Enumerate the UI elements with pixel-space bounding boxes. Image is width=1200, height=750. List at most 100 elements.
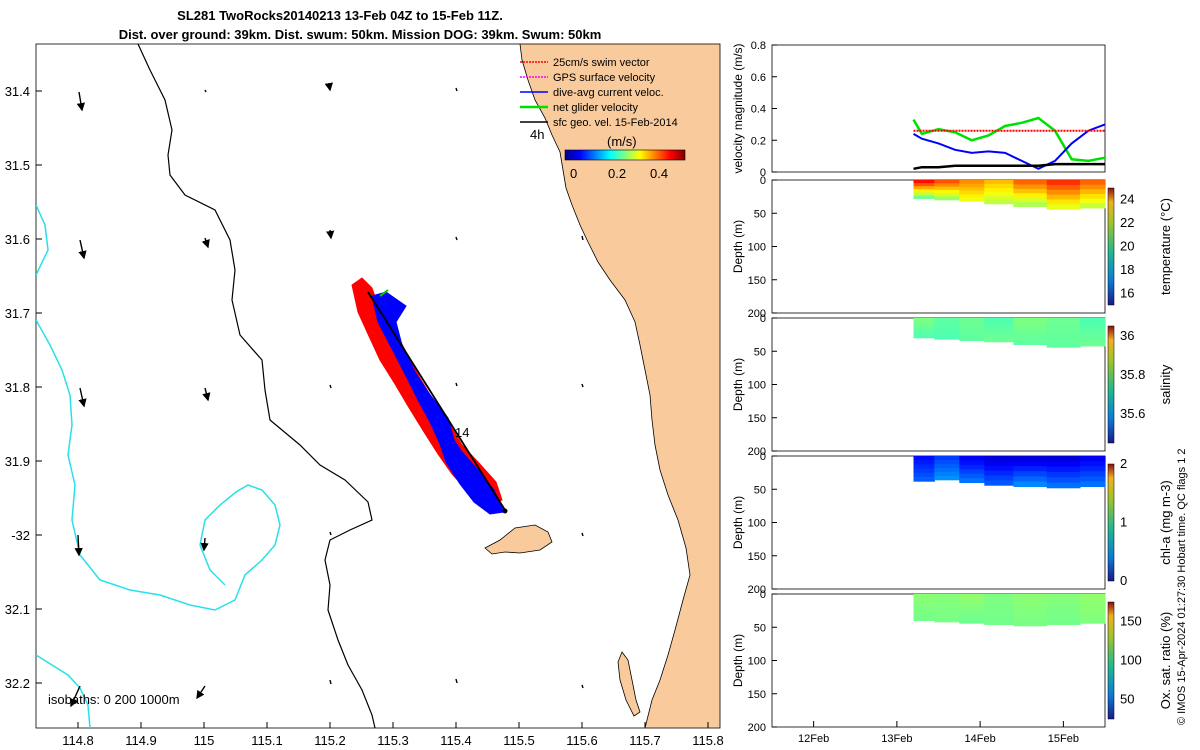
section-cell [1080, 194, 1106, 200]
section-cell [1046, 318, 1081, 324]
section-cell [984, 180, 1014, 185]
colorbar-tick-label: 50 [1120, 692, 1134, 707]
section-cell [984, 318, 1014, 323]
section-cell [913, 334, 935, 339]
section-cell [1046, 594, 1081, 600]
section-cell [1080, 618, 1106, 624]
section-cell [934, 468, 960, 473]
geo-arrow [70, 685, 81, 708]
section-cell [1013, 188, 1048, 194]
legend-label-swim: 25cm/s swim vector [553, 57, 650, 69]
lat-tick-label: -32 [11, 528, 30, 543]
island-garden [617, 651, 641, 717]
geo-arrow [329, 384, 332, 389]
coastline-land [519, 44, 720, 728]
section-cell [1013, 604, 1048, 611]
section-cell [1046, 604, 1081, 610]
velocity-panel: 0 0.2 0.4 0.6 0.8 velocity magnitude (m/s) [731, 40, 1106, 179]
section-cell [984, 460, 1014, 467]
time-tick-label: 13Feb [881, 733, 912, 745]
section-cell [959, 473, 985, 479]
velocity-frame [771, 44, 1106, 173]
section-cell [1013, 202, 1048, 207]
depth-ylabel: Depth (m) [731, 496, 745, 549]
section-cell [1013, 193, 1048, 199]
depth-tick-label: 50 [754, 484, 766, 496]
lon-tick-label: 115 [194, 733, 215, 748]
colorbar-tick-label: 2 [1120, 456, 1127, 471]
section-cell [1080, 322, 1106, 328]
legend-label-gps: GPS surface velocity [553, 72, 656, 84]
geo-arrow [196, 685, 206, 700]
section-cell [984, 196, 1014, 201]
colorbar-tick-label: 24 [1120, 192, 1134, 207]
depth-tick-label: 50 [754, 622, 766, 634]
section-cell [913, 331, 935, 335]
colorbar-tick-label: 1 [1120, 515, 1127, 530]
section-panel-4: 0 50 100 150 200 Depth (m) 50 100 150 Ox. sat. ra… [731, 589, 1173, 734]
colorbar-unit: (m/s) [607, 134, 637, 149]
section-cell [934, 598, 960, 604]
section-cell [984, 184, 1014, 189]
colorbar-tick-label: 35.8 [1120, 367, 1145, 382]
section-cell [984, 614, 1014, 620]
geo-arrow [455, 87, 458, 92]
velocity-ytick-label: 0.8 [751, 40, 766, 52]
section-cell [1046, 482, 1081, 489]
velocity-series-line [913, 123, 1106, 170]
section-cell [984, 594, 1014, 600]
depth-tick-label: 150 [748, 275, 766, 287]
lat-tick-label: 31.4 [5, 84, 30, 99]
depth-tick-label: 150 [748, 689, 766, 701]
section-cell [1013, 322, 1048, 328]
lon-tick-label: 115.4 [440, 733, 472, 748]
section-cell [959, 464, 985, 470]
section-cell [913, 328, 935, 332]
section-cell [984, 475, 1014, 481]
section-cell [913, 192, 935, 196]
depth-tick-label: 100 [748, 656, 766, 668]
section-cell [1013, 326, 1048, 332]
section-cell [984, 609, 1014, 615]
section-cell [934, 186, 960, 191]
depth-tick-label: 50 [754, 208, 766, 220]
geo-arrow [201, 237, 210, 249]
section-cell [1080, 189, 1106, 195]
colorbar-tick-label: 18 [1120, 262, 1134, 277]
section-cell [913, 598, 935, 604]
section-cell [1046, 184, 1081, 191]
section-cell [1013, 461, 1048, 467]
geo-arrow [329, 679, 332, 685]
section-cell [913, 180, 935, 184]
lat-tick-label: 32.1 [5, 602, 30, 617]
geo-arrow [76, 91, 85, 112]
section-cell [1013, 466, 1048, 472]
isobath-1000m-a [36, 204, 49, 276]
depth-tick-label: 50 [754, 346, 766, 358]
section-cell [934, 190, 960, 194]
velocity-ylabel: velocity magnitude (m/s) [731, 43, 745, 173]
section-cell [959, 190, 985, 195]
section-cell [1046, 322, 1081, 329]
track-day-label: 14 [455, 425, 469, 440]
section-cell [934, 475, 960, 481]
section-cell [934, 328, 960, 333]
legend-scale-label: 4h [530, 127, 544, 142]
section-cell [1080, 608, 1106, 614]
section-cell [913, 460, 935, 465]
isobath-200m [137, 44, 376, 728]
section-cell [934, 335, 960, 340]
section-cell [1080, 456, 1106, 462]
lat-tick-label: 31.7 [5, 306, 30, 321]
lon-tick-label: 115.1 [251, 733, 283, 748]
legend-label-current: dive-avg current veloc. [553, 87, 664, 99]
colorbar-label: temperature (°C) [1158, 198, 1173, 295]
section-cell [1013, 456, 1048, 462]
section-cell [1013, 610, 1048, 616]
isobath-1000m-c [36, 654, 91, 728]
section-cell [959, 197, 985, 202]
velocity-series-line [912, 116, 1106, 163]
section-cell [1080, 471, 1106, 477]
section-cell [1046, 477, 1081, 483]
map-legend: 25cm/s swim vector GPS surface velocity … [520, 57, 686, 181]
